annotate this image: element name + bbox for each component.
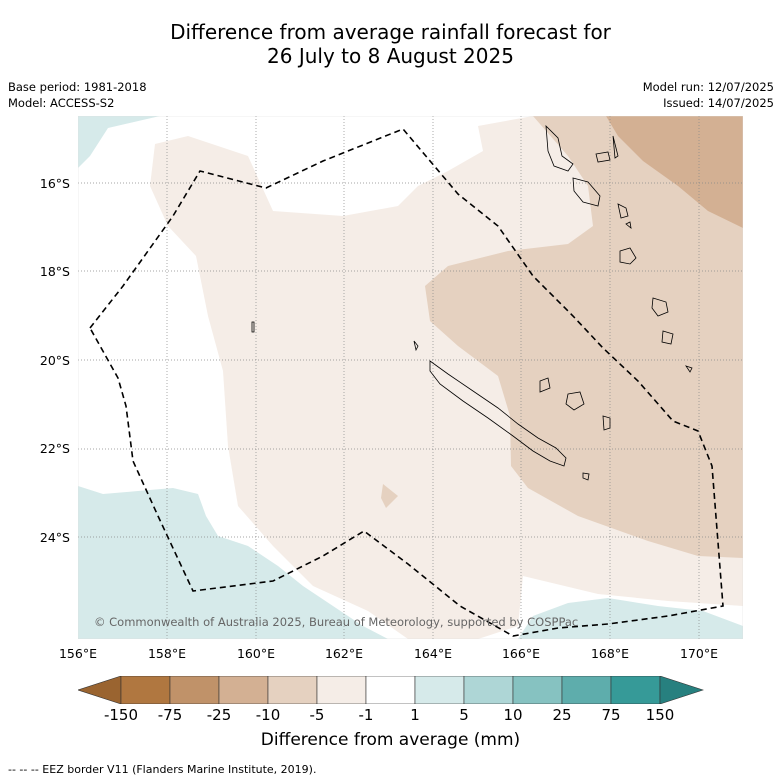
colorbar-segment (512, 676, 563, 704)
vanuatu-island-10 (625, 221, 632, 229)
base-period-text: Base period: 1981-2018 (8, 80, 147, 94)
new-caledonia-coast (429, 360, 567, 467)
colorbar-segment (610, 676, 661, 704)
vanuatu-island-2 (572, 177, 601, 207)
region-small-patch (381, 484, 398, 508)
model-run-text: Model run: 12/07/2025 (642, 80, 774, 94)
vanuatu-island-5 (617, 203, 629, 219)
colorbar-tick-label: -25 (206, 706, 232, 724)
vanuatu-island-3 (595, 151, 611, 163)
chesterfield-1 (413, 340, 419, 352)
colorbar-segment (169, 676, 220, 704)
colorbar-extend-high (659, 676, 704, 704)
colorbar-segment (365, 676, 416, 704)
eez-legend-note: -- -- -- EEZ border V11 (Flanders Marine… (8, 763, 317, 776)
lat-label-16s: 16°S (39, 176, 70, 191)
colorbar-tick-label: 75 (601, 706, 621, 724)
eez-border (89, 128, 724, 637)
vanuatu-island-6 (619, 247, 637, 265)
colorbar-tick-label: 150 (645, 706, 675, 724)
lon-label-160e: 160°E (236, 646, 275, 661)
vanuatu-island-8 (661, 330, 674, 345)
colorbar-extend-low (78, 676, 122, 704)
loyalty-island-2 (565, 391, 585, 411)
colorbar-tick-label: -10 (255, 706, 281, 724)
colorbar-segment (120, 676, 171, 704)
colorbar-axis-label: Difference from average (mm) (260, 730, 521, 750)
map-title-line2: 26 July to 8 August 2025 (267, 44, 514, 68)
colorbar-segment (463, 676, 514, 704)
model-text: Model: ACCESS-S2 (8, 96, 115, 110)
colorbar-segment (316, 676, 367, 704)
region-1-to-5-southeast (518, 598, 743, 639)
loyalty-island-3 (602, 415, 611, 431)
colorbar-segment (414, 676, 465, 704)
region-1-to-5-southwest (78, 486, 388, 639)
lon-label-164e: 164°E (413, 646, 452, 661)
small-island-1 (582, 472, 590, 481)
lat-label-22s: 22°S (39, 441, 70, 456)
coastlines (251, 124, 693, 481)
lon-label-170e: 170°E (679, 646, 718, 661)
issued-text: Issued: 14/07/2025 (663, 96, 774, 110)
colorbar-segment (561, 676, 612, 704)
region-1-to-5-northwest (78, 116, 160, 168)
lat-label-18s: 18°S (39, 264, 70, 279)
lon-label-162e: 162°E (324, 646, 363, 661)
region-minus25-to-minus10 (606, 116, 743, 228)
colorbar-tick-label: -75 (157, 706, 183, 724)
rainfall-anomaly-map (78, 116, 743, 639)
colorbar (78, 676, 704, 704)
colorbar-segment (267, 676, 318, 704)
vanuatu-island-9 (685, 365, 693, 373)
colorbar-tick-label: -150 (103, 706, 139, 724)
colorbar-segment (218, 676, 269, 704)
colorbar-tick-label: 25 (552, 706, 572, 724)
lat-label-24s: 24°S (39, 530, 70, 545)
map-gridlines (78, 116, 743, 639)
region-minus10-to-minus5 (425, 116, 743, 558)
vanuatu-island-4 (612, 135, 619, 159)
vanuatu-island-7 (651, 297, 669, 317)
lon-label-156e: 156°E (58, 646, 97, 661)
colorbar-tick-label: 10 (503, 706, 523, 724)
small-island-2 (251, 321, 255, 333)
map-title-line1: Difference from average rainfall forecas… (170, 20, 611, 44)
loyalty-island-1 (539, 377, 551, 393)
copyright-text: © Commonwealth of Australia 2025, Bureau… (94, 615, 579, 629)
lon-label-166e: 166°E (501, 646, 540, 661)
colorbar-tick-label: -1 (358, 706, 374, 724)
colorbar-tick-label: -5 (309, 706, 325, 724)
vanuatu-island-1 (545, 124, 574, 172)
colorbar-tick-label: 1 (410, 706, 420, 724)
lat-label-20s: 20°S (39, 353, 70, 368)
lon-label-158e: 158°E (147, 646, 186, 661)
colorbar-tick-label: 5 (459, 706, 469, 724)
lon-label-168e: 168°E (590, 646, 629, 661)
